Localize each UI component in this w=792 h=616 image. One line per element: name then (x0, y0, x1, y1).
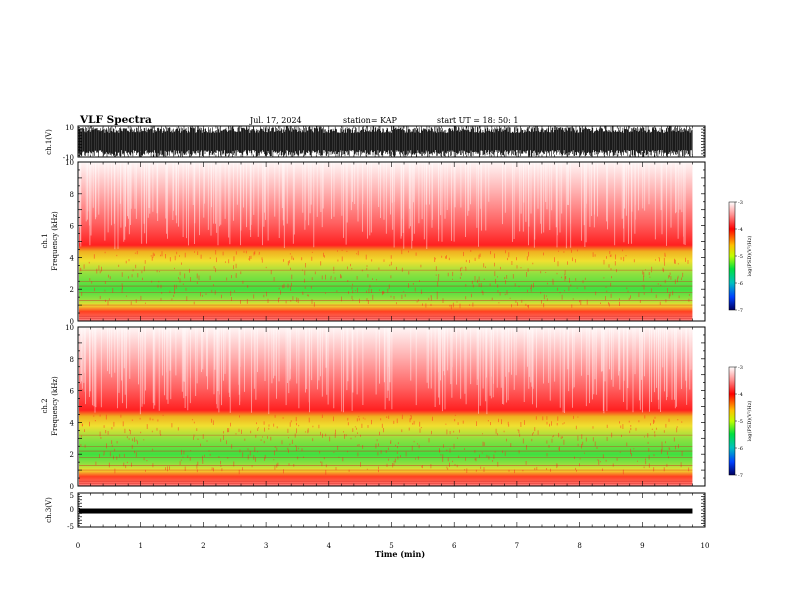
spectrogram-streaks (80, 328, 692, 415)
colorbar-tick-label: -7 (738, 473, 743, 479)
ch2-spectrogram-channel-label: ch.2 (41, 398, 49, 413)
time-tick-label-5: 5 (389, 542, 393, 550)
colorbar-tick-label: -4 (738, 227, 743, 233)
freq-tick-label-8: 8 (70, 191, 74, 199)
header-station: station= KAP (343, 116, 398, 125)
ch1-ytick-bottom: -10 (63, 154, 74, 162)
ch1-spectrogram-image (78, 163, 705, 321)
ch1-waveform-ylabel: ch.1(V) (45, 129, 53, 155)
ch1-waveform-panel: 10 -10 ch.1(V) (45, 124, 706, 162)
ch1-spectrogram-channel-label: ch.1 (41, 233, 49, 248)
colorbar-tick-label: -5 (738, 254, 743, 260)
spectrogram-nodata (692, 328, 705, 486)
time-tick-label-4: 4 (327, 542, 332, 550)
ch1-waveform-line (78, 126, 693, 157)
ch3-waveform-line (79, 508, 693, 514)
colorbar-tick-label: -3 (738, 365, 743, 371)
spectrogram-background (79, 163, 693, 321)
colorbar-tick-label: -3 (738, 200, 743, 206)
time-axis-label: Time (min) (375, 549, 425, 559)
ch1-waveform-trace (78, 126, 693, 157)
ch2-spectrogram-ylabel: Frequency (kHz) (51, 376, 59, 436)
time-tick-label-8: 8 (577, 542, 581, 550)
time-tick-label-2: 2 (201, 542, 205, 550)
ch1-spectrogram-yticks: 0 2 4 6 8 10 (65, 159, 705, 326)
time-tick-label-3: 3 (264, 542, 268, 550)
freq-tick-label-0: 0 (70, 483, 74, 491)
ch1-ytick-top: 10 (65, 124, 74, 132)
ch3-waveform-trace (79, 508, 693, 514)
ch3-ytick-mid: 0 (70, 506, 74, 514)
time-tick-label-10: 10 (701, 542, 710, 550)
time-tick-label-1: 1 (138, 542, 142, 550)
spectrogram-speckle (79, 249, 690, 310)
ch3-ytick-bottom: -5 (67, 523, 74, 531)
time-tick-label-0: 0 (76, 542, 80, 550)
colorbar-tick-label: -6 (738, 281, 743, 287)
freq-tick-label-2: 2 (70, 286, 74, 294)
spectrogram-streaks (78, 163, 686, 250)
ch3-ytick-top: 5 (70, 492, 74, 500)
header-start-time: start UT = 18: 50: 1 (437, 116, 518, 125)
freq-tick-label-4: 4 (70, 419, 75, 427)
freq-tick-label-0: 0 (70, 318, 74, 326)
time-tick-label-6: 6 (452, 542, 457, 550)
colorbar-scale (728, 366, 736, 476)
ch2-colorbar: -3 -4 -5 -6 -7 (728, 365, 743, 479)
header-date: Jul. 17, 2024 (249, 116, 302, 125)
freq-tick-label-4: 4 (70, 254, 75, 262)
freq-tick-label-6: 6 (70, 223, 75, 231)
ch2-colorbar-label: log(PSD)(V²/Hz) (746, 401, 753, 442)
colorbar-scale (728, 201, 736, 311)
ch1-spectrogram-ylabel: Frequency (kHz) (51, 211, 59, 271)
ch1-colorbar-label: log(PSD)(V²/Hz) (746, 236, 753, 277)
time-tick-label-7: 7 (515, 542, 519, 550)
colorbar-tick-label: -6 (738, 446, 743, 452)
ch3-waveform-panel: 5 0 -5 ch.3(V) (45, 492, 706, 531)
freq-tick-label-10: 10 (65, 324, 74, 332)
ch2-spectrogram-yticks: 0 2 4 6 8 10 (65, 324, 705, 491)
colorbar-tick-label: -5 (738, 419, 743, 425)
freq-tick-label-2: 2 (70, 451, 74, 459)
ch1-colorbar: -3 -4 -5 -6 -7 (728, 200, 743, 314)
time-tick-label-9: 9 (640, 542, 644, 550)
time-axis: 0 1 2 3 4 5 6 7 8 9 10 (76, 126, 710, 550)
colorbar-tick-label: -7 (738, 308, 743, 314)
ch2-spectrogram-image (79, 328, 705, 486)
freq-tick-label-6: 6 (70, 388, 75, 396)
freq-tick-label-8: 8 (70, 356, 74, 364)
figure-title: VLF Spectra (79, 114, 152, 126)
spectrogram-nodata (692, 163, 705, 321)
freq-tick-label-10: 10 (65, 159, 74, 167)
colorbar-tick-label: -4 (738, 392, 743, 398)
ch3-waveform-ylabel: ch.3(V) (45, 497, 53, 523)
